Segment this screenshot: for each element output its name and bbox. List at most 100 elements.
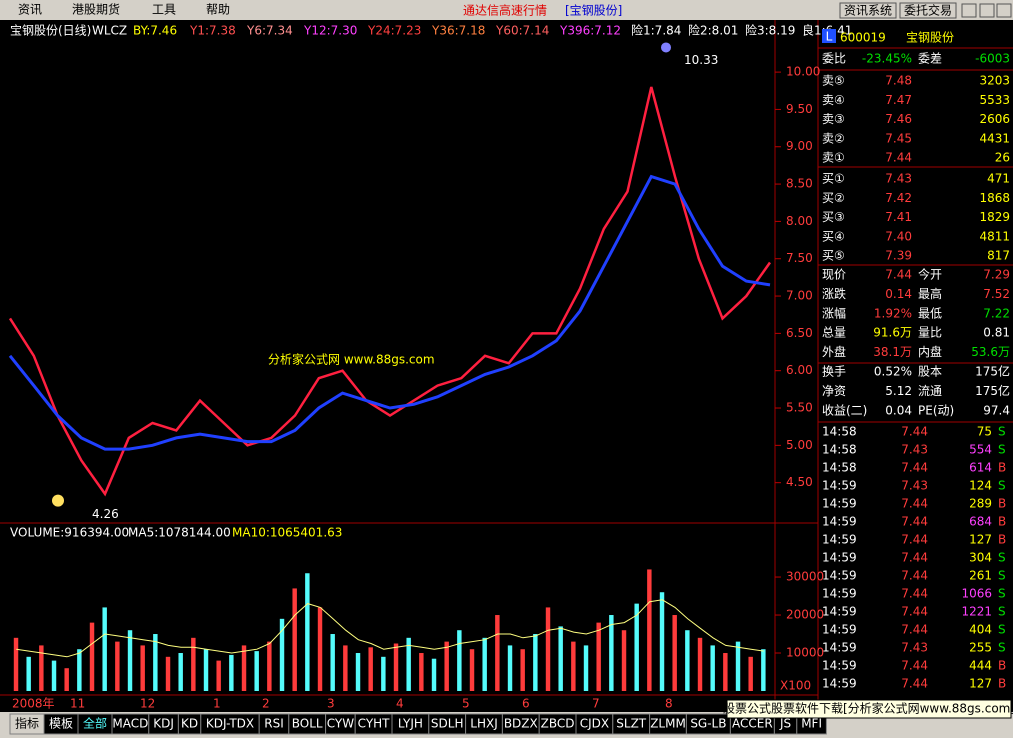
tick-side: S	[998, 479, 1006, 493]
button-label[interactable]: 资讯系统	[844, 4, 892, 18]
tick-volume: 124	[969, 479, 992, 493]
volume-bar	[203, 649, 209, 691]
quote-label: 流通	[918, 384, 942, 398]
quote-value: -23.45%	[862, 52, 912, 66]
book-price: 7.46	[885, 112, 912, 126]
tab-label[interactable]: SDLH	[431, 717, 464, 731]
volume-bar	[659, 592, 665, 691]
tick-price: 7.44	[901, 533, 928, 547]
quote-label: 收益(二)	[822, 403, 867, 417]
quote-value: 7.29	[983, 268, 1010, 282]
indicator-value: BY:7.46	[133, 24, 177, 38]
volume-bar	[77, 649, 82, 691]
tab-label[interactable]: KDJ-TDX	[206, 717, 254, 731]
volume-bar	[165, 656, 171, 691]
indicator-name: WLCZ	[92, 24, 127, 38]
y-tick-label: 30000	[786, 570, 824, 584]
tick-time: 14:59	[822, 587, 857, 601]
volume-bar	[51, 660, 57, 691]
tick-time: 14:59	[822, 677, 857, 691]
quote-label: 今开	[918, 267, 942, 282]
y-tick-label: 8.00	[786, 214, 813, 228]
tick-price: 7.44	[901, 677, 928, 691]
volume-bar	[89, 622, 95, 691]
tick-price: 7.44	[901, 515, 928, 529]
tab-label[interactable]: SLZT	[616, 717, 647, 731]
window-button[interactable]	[979, 3, 995, 18]
tab-label[interactable]: 指标	[15, 716, 39, 731]
tab-label[interactable]: KDJ	[153, 717, 174, 731]
button[interactable]	[839, 2, 897, 19]
tab-label[interactable]: KD	[181, 717, 198, 731]
tick-time: 14:59	[822, 551, 857, 565]
volume-header: MA10:1065401.63	[232, 526, 342, 540]
quote-label: 涨幅	[822, 305, 846, 320]
tab-label[interactable]: CYW	[327, 717, 354, 731]
tab-label[interactable]: MFI	[801, 717, 822, 731]
volume-bar	[482, 637, 487, 691]
tick-price: 7.43	[901, 443, 928, 457]
tick-side: S	[998, 623, 1006, 637]
tick-volume: 75	[977, 425, 992, 439]
volume-bar	[507, 645, 513, 691]
volume-header: MA5:1078144.00	[128, 526, 231, 540]
button[interactable]	[899, 2, 957, 19]
window-button[interactable]	[961, 3, 977, 18]
month-label: 12	[140, 697, 155, 711]
tab-label[interactable]: RSI	[264, 717, 284, 731]
button-label[interactable]: 委托交易	[904, 3, 952, 18]
tab-label[interactable]: MACD	[112, 717, 148, 731]
low-label: 4.26	[92, 507, 119, 521]
y-tick-label: 7.50	[786, 251, 813, 265]
tab-label[interactable]: JS	[779, 717, 791, 731]
tick-price: 7.44	[901, 569, 928, 583]
volume-bar	[102, 607, 107, 691]
volume-bar	[710, 645, 715, 691]
menu-item[interactable]: 帮助	[206, 3, 230, 17]
tab-label[interactable]: SG-LB	[690, 717, 726, 731]
menu-item[interactable]: 工具	[152, 3, 176, 17]
menu-item[interactable]: 港股期货	[72, 2, 120, 17]
quote-label: 股本	[918, 365, 942, 379]
tab-label[interactable]: CJDX	[580, 717, 609, 731]
tick-price: 7.44	[901, 461, 928, 475]
volume-bar	[115, 641, 120, 691]
window-button[interactable]	[996, 3, 1012, 18]
book-price: 7.41	[885, 210, 912, 224]
tab-label[interactable]: BOLL	[292, 717, 323, 731]
y-tick-label: 6.00	[786, 363, 813, 377]
tab-label[interactable]: LYJH	[398, 717, 423, 731]
volume-ma	[16, 599, 764, 658]
tab-label[interactable]: LHXJ	[470, 717, 497, 731]
quote-value: 7.44	[885, 268, 912, 282]
volume-bar	[241, 645, 247, 691]
menu-item[interactable]: 资讯	[18, 3, 42, 17]
volume-bar	[634, 603, 639, 691]
tick-price: 7.44	[901, 623, 928, 637]
volume-bar	[406, 637, 411, 691]
tick-volume: 127	[969, 533, 992, 547]
tab-label[interactable]: ACCER	[732, 717, 773, 731]
book-price: 7.40	[885, 229, 912, 243]
tab-label[interactable]: ZLMM	[650, 717, 686, 731]
volume-bar	[723, 653, 728, 691]
tab-label[interactable]: BDZX	[504, 717, 538, 731]
book-price: 7.45	[885, 131, 912, 145]
book-price: 7.47	[885, 93, 912, 107]
quote-label: PE(动)	[918, 403, 954, 417]
volume-bar	[368, 647, 373, 691]
volume-bar	[381, 656, 386, 691]
quote-value: 175亿	[975, 383, 1010, 398]
volume-bar	[469, 649, 475, 691]
tab-label[interactable]: 全部	[83, 716, 107, 731]
tab-label[interactable]: CYHT	[358, 717, 391, 731]
y-tick-label: 5.00	[786, 438, 813, 452]
quote-label: 最高	[918, 286, 942, 301]
tab-label[interactable]: ZBCD	[541, 717, 575, 731]
volume-bar	[596, 622, 601, 691]
quote-value: 38.1万	[873, 345, 912, 359]
tab-label[interactable]: 模板	[49, 717, 73, 731]
y-tick-label: 4.50	[786, 475, 813, 489]
high-marker	[661, 42, 671, 53]
